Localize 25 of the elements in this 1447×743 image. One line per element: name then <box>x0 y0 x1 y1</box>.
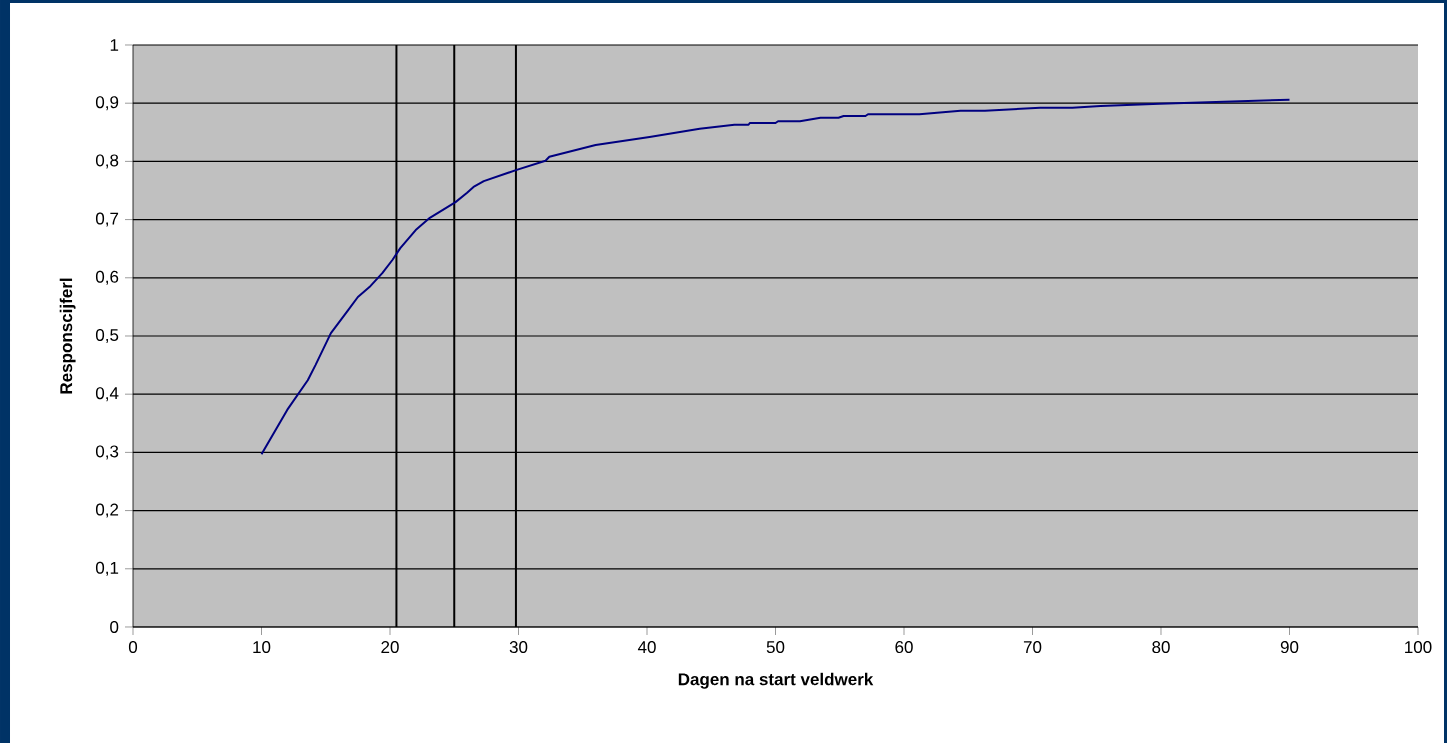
y-tick-label: 0 <box>110 620 119 633</box>
y-tick-label: 0,1 <box>95 561 119 576</box>
x-tick-label: 80 <box>1152 641 1170 654</box>
x-tick-label: 60 <box>895 641 913 654</box>
x-tick-label: 70 <box>1023 641 1042 654</box>
x-tick-label: 0 <box>128 641 138 654</box>
line-series <box>260 98 1291 456</box>
x-tick-label: 40 <box>637 641 656 654</box>
x-tick-label: 20 <box>381 641 399 654</box>
x-axis-title: Dagen na start veldwerk <box>678 672 874 689</box>
x-tick-label: 90 <box>1280 641 1299 654</box>
x-tick-label: 10 <box>253 641 271 654</box>
y-tick-label: 0,3 <box>95 445 119 460</box>
y-tick-label: 1 <box>110 39 119 51</box>
y-tick-label: 0,2 <box>95 503 119 518</box>
y-tick-label: 0,8 <box>95 154 119 169</box>
y-tick-label: 0,5 <box>95 328 119 343</box>
y-axis-title: Responscijferl <box>59 278 76 394</box>
y-tick-label: 0,4 <box>95 387 119 402</box>
y-tick-label: 0,9 <box>95 96 119 111</box>
y-tick-label: 0,7 <box>95 212 119 227</box>
x-tick-label: 50 <box>766 641 785 654</box>
y-tick-label: 0,6 <box>95 270 119 285</box>
x-tick-label: 30 <box>509 641 528 654</box>
x-tick-label: 100 <box>1405 641 1432 654</box>
